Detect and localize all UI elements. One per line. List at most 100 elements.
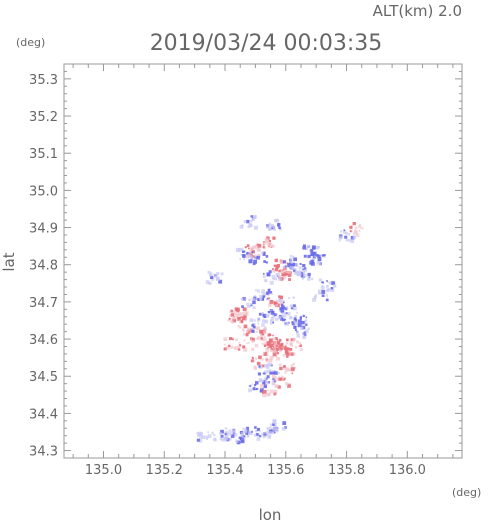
heatmap-cell [261, 380, 264, 383]
heatmap-cell [288, 278, 291, 281]
heatmap-cell [350, 235, 355, 240]
heatmap-cell [281, 375, 284, 378]
heatmap-cell [253, 257, 257, 261]
heatmap-cell [273, 301, 277, 304]
heatmap-cell [263, 372, 266, 375]
heatmap-cell [279, 307, 283, 311]
heatmap-cell [273, 389, 278, 394]
heatmap-cell [273, 264, 277, 267]
heatmap-cell [252, 214, 257, 219]
heatmap-cell [257, 320, 260, 323]
heatmap-cell [321, 290, 326, 294]
heatmap-cell [258, 378, 263, 382]
heatmap-cell [295, 346, 298, 349]
heatmap-cell [247, 225, 250, 229]
heatmap-cell [220, 434, 224, 438]
heatmap-cell [310, 248, 314, 252]
heatmap-cell [246, 426, 249, 430]
heatmap-cell [270, 223, 275, 228]
heatmap-cell [298, 266, 302, 270]
heatmap-cell [205, 435, 209, 439]
heatmap-cell [296, 340, 299, 344]
heatmap-cell [272, 423, 275, 426]
heatmap-cell [235, 338, 238, 341]
heatmap-cell [269, 300, 274, 304]
heatmap-cell [293, 269, 296, 272]
heatmap-cell [277, 340, 281, 345]
heatmap-cell [224, 427, 227, 429]
heatmap-cell [277, 385, 281, 389]
heatmap-cell [326, 281, 329, 283]
heatmap-cell [287, 270, 291, 275]
heatmap-cell [257, 243, 262, 248]
heatmap-cell [265, 314, 269, 318]
heatmap-cell [266, 427, 269, 429]
heatmap-cell [310, 251, 315, 256]
heatmap-cell [298, 345, 301, 348]
heatmap-cell [213, 273, 218, 278]
heatmap-cell [263, 260, 266, 263]
heatmap-cell [243, 220, 247, 223]
heatmap-cell [246, 252, 249, 255]
heatmap-cell [266, 225, 270, 229]
heatmap-cell [234, 307, 239, 311]
heatmap-cell [255, 433, 259, 436]
heatmap-cell [274, 371, 278, 375]
heatmap-cell [278, 308, 282, 312]
heatmap-cell [284, 347, 287, 351]
heatmap-cell [256, 247, 261, 252]
heatmap-cell [237, 247, 242, 252]
heatmap-cell [274, 376, 277, 378]
heatmap-cell [222, 436, 227, 441]
heatmap-cell [279, 299, 283, 303]
heatmap-cell [246, 244, 250, 247]
heatmap-cell [246, 429, 250, 433]
heatmap-cell [292, 340, 295, 343]
heatmap-cell [253, 433, 257, 437]
heatmap-cell [293, 317, 296, 320]
heatmap-cell [273, 419, 277, 423]
heatmap-cell [267, 431, 272, 435]
heatmap-cell [262, 246, 265, 249]
heatmap-cell [290, 338, 294, 342]
heatmap-cell [273, 427, 276, 431]
heatmap-cell [197, 434, 200, 437]
heatmap-cell [267, 389, 269, 392]
heatmap-cell [263, 380, 267, 384]
heatmap-cell [234, 313, 238, 318]
heatmap-cell [278, 363, 282, 367]
heatmap-cell [293, 319, 297, 323]
heatmap-cell [285, 382, 289, 386]
heatmap-cell [224, 433, 227, 436]
heatmap-cell [270, 349, 273, 353]
heatmap-cell [283, 379, 285, 381]
heatmap-cell [265, 378, 268, 380]
heatmap-cell [254, 383, 257, 387]
heatmap-cell [228, 429, 232, 433]
heatmap-cell [338, 235, 343, 240]
heatmap-cell [262, 273, 265, 275]
heatmap-cell [265, 261, 268, 264]
heatmap-cell [289, 255, 293, 258]
heatmap-cell [244, 298, 247, 300]
heatmap-cell [273, 225, 276, 228]
heatmap-cell [220, 429, 224, 434]
heatmap-cell [255, 331, 258, 334]
plot-frame [63, 63, 463, 459]
heatmap-cell [262, 295, 266, 298]
heatmap-cell [279, 348, 283, 351]
heatmap-cell [328, 281, 333, 285]
heatmap-cell [284, 307, 288, 311]
heatmap-cell [250, 430, 253, 433]
heatmap-cell [237, 345, 241, 349]
heatmap-cell [296, 270, 300, 274]
heatmap-cell [316, 254, 319, 257]
heatmap-cell [239, 258, 242, 260]
heatmap-cell [316, 245, 320, 249]
heatmap-cell [252, 357, 254, 360]
heatmap-cell [251, 340, 255, 343]
heatmap-cell [301, 320, 305, 325]
heatmap-cell [304, 319, 308, 322]
heatmap-cell [348, 239, 351, 242]
